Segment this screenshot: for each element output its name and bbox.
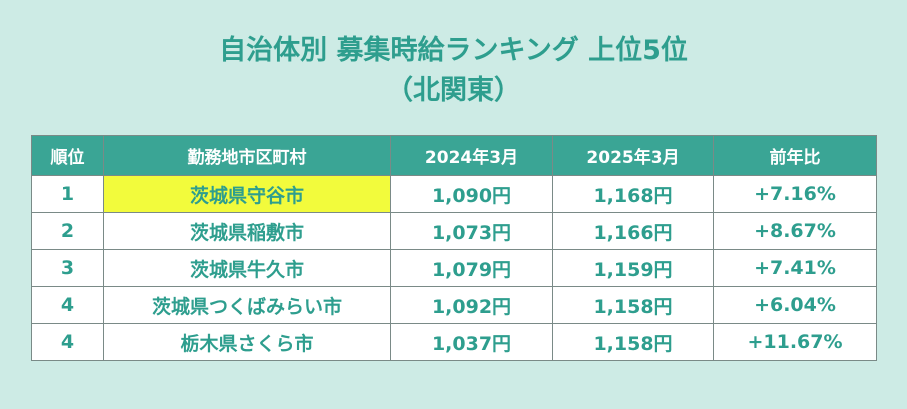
yoy-cell: +7.41% bbox=[713, 249, 877, 287]
yoy-cell: +7.16% bbox=[713, 175, 877, 213]
header-rank: 順位 bbox=[31, 135, 104, 176]
city-cell: 茨城県稲敷市 bbox=[103, 212, 391, 250]
header-2025: 2025年3月 bbox=[552, 135, 714, 176]
yoy-cell: +8.67% bbox=[713, 212, 877, 250]
wage-2025-cell: 1,158円 bbox=[552, 286, 714, 324]
city-cell: 栃木県さくら市 bbox=[103, 323, 391, 361]
wage-2025-cell: 1,158円 bbox=[552, 323, 714, 361]
table-row: 4 茨城県つくばみらい市 1,092円 1,158円 +6.04% bbox=[31, 286, 877, 324]
rank-cell: 4 bbox=[31, 323, 104, 361]
rank-cell: 2 bbox=[31, 212, 104, 250]
city-cell: 茨城県守谷市 bbox=[103, 175, 391, 213]
city-cell: 茨城県牛久市 bbox=[103, 249, 391, 287]
rank-cell: 4 bbox=[31, 286, 104, 324]
header-city: 勤務地市区町村 bbox=[103, 135, 391, 176]
table-row: 3 茨城県牛久市 1,079円 1,159円 +7.41% bbox=[31, 249, 877, 287]
table-row: 1 茨城県守谷市 1,090円 1,168円 +7.16% bbox=[31, 175, 877, 213]
wage-2025-cell: 1,159円 bbox=[552, 249, 714, 287]
wage-2024-cell: 1,079円 bbox=[390, 249, 553, 287]
rank-cell: 3 bbox=[31, 249, 104, 287]
header-yoy: 前年比 bbox=[713, 135, 877, 176]
city-cell: 茨城県つくばみらい市 bbox=[103, 286, 391, 324]
table-row: 2 茨城県稲敷市 1,073円 1,166円 +8.67% bbox=[31, 212, 877, 250]
wage-2025-cell: 1,168円 bbox=[552, 175, 714, 213]
table-row: 4 栃木県さくら市 1,037円 1,158円 +11.67% bbox=[31, 323, 877, 361]
wage-2024-cell: 1,037円 bbox=[390, 323, 553, 361]
ranking-table: 順位 勤務地市区町村 2024年3月 2025年3月 前年比 1 茨城県守谷市 … bbox=[31, 135, 877, 361]
wage-2024-cell: 1,090円 bbox=[390, 175, 553, 213]
wage-2024-cell: 1,092円 bbox=[390, 286, 553, 324]
yoy-cell: +6.04% bbox=[713, 286, 877, 324]
rank-cell: 1 bbox=[31, 175, 104, 213]
page-title: 自治体別 募集時給ランキング 上位5位 bbox=[219, 35, 688, 66]
wage-2024-cell: 1,073円 bbox=[390, 212, 553, 250]
header-row: 順位 勤務地市区町村 2024年3月 2025年3月 前年比 bbox=[31, 135, 877, 176]
yoy-cell: +11.67% bbox=[713, 323, 877, 361]
wage-2025-cell: 1,166円 bbox=[552, 212, 714, 250]
page-subtitle: （北関東） bbox=[386, 75, 521, 106]
header-2024: 2024年3月 bbox=[390, 135, 553, 176]
